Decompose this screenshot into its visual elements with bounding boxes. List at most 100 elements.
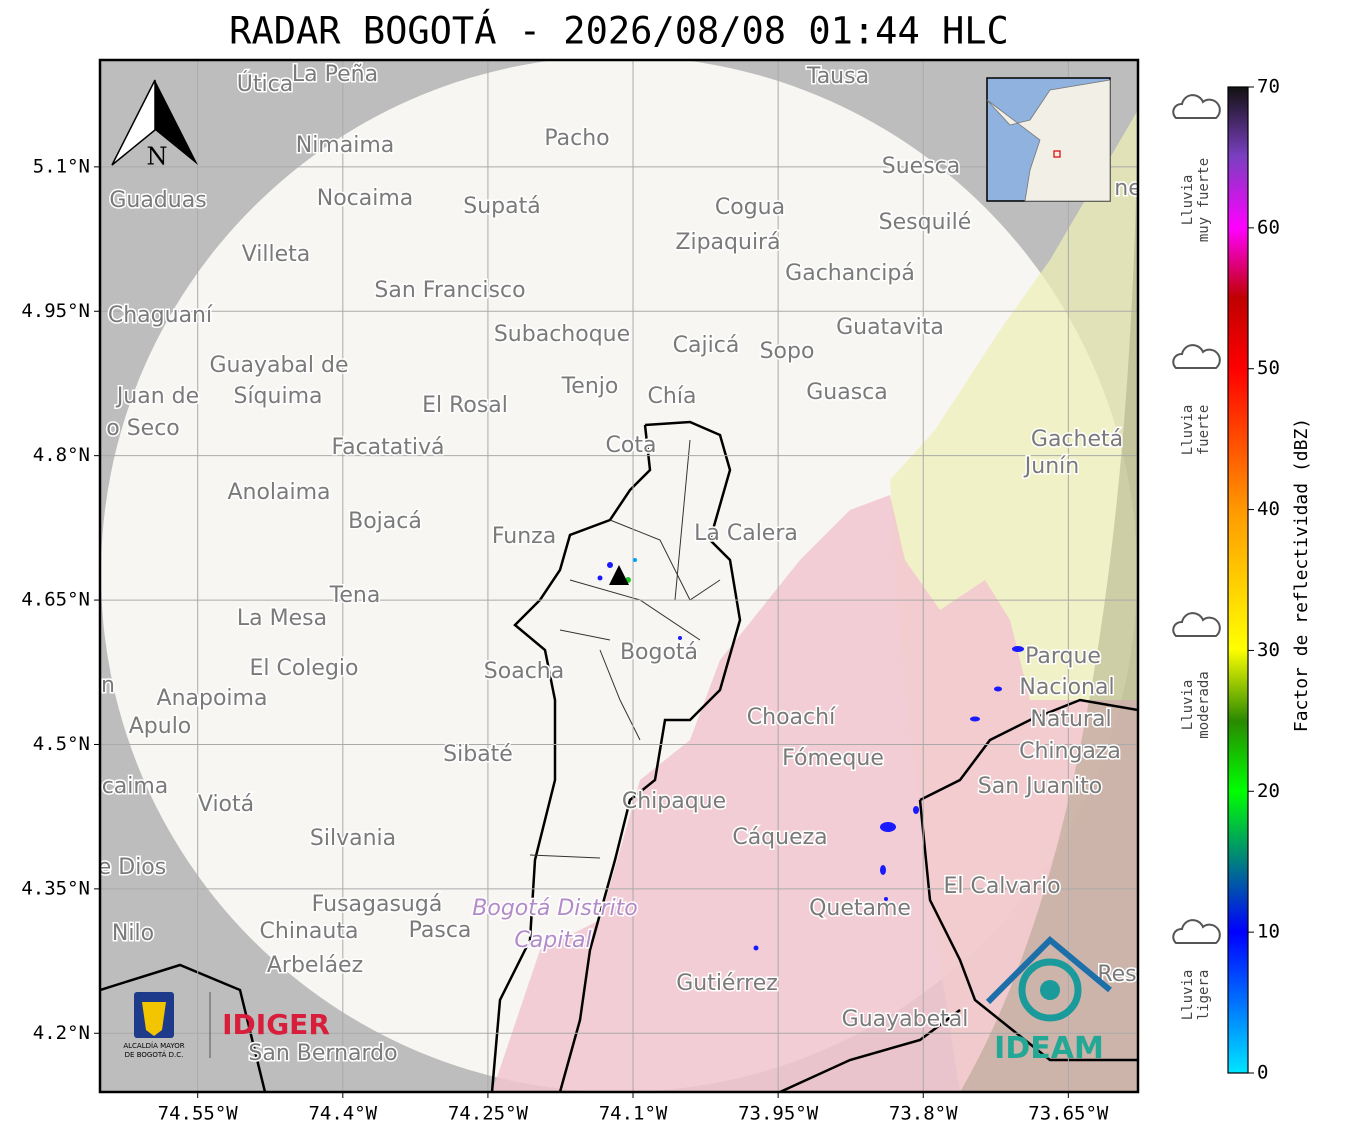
place-label: Juan de (115, 384, 199, 409)
district-border (490, 420, 742, 1092)
place-label: La Mesa (237, 606, 327, 631)
y-tick-label: 4.2°N (33, 1022, 90, 1044)
place-label: Chipaque (622, 789, 726, 814)
colorbar-tick-label: 70 (1257, 76, 1280, 98)
map-frame (98, 58, 1140, 1094)
ideam-logo: IDEAM (985, 935, 1112, 1066)
alcaldia-logo: ALCALDÍA MAYOR DE BOGOTÁ D.C. IDIGER (123, 992, 330, 1059)
place-label: Chía (648, 384, 697, 409)
place-label: Choachí (747, 705, 836, 730)
place-label: Guasca (806, 380, 888, 405)
place-label: Síquima (233, 384, 322, 409)
x-tick-label: 74.4°W (308, 1103, 377, 1125)
x-tick-label: 73.95°W (738, 1103, 819, 1125)
legend-item: Lluvia ligera (1172, 919, 1221, 1021)
place-label: Arbeláez (267, 953, 363, 978)
ideam-label: IDEAM (994, 1031, 1104, 1066)
y-tick-label: 4.35°N (21, 877, 90, 899)
grid (100, 60, 1138, 1092)
colorbar-tick-label: 30 (1257, 639, 1280, 661)
y-tick-label: 4.5°N (33, 733, 90, 755)
north-arrow: N (111, 79, 198, 171)
legend-text: Lluvia (1180, 175, 1196, 226)
place-label: Subachoque (494, 322, 630, 347)
rain-icon (1172, 94, 1221, 119)
colorbar-tick-label: 20 (1257, 780, 1280, 802)
y-tick-label: 5.1°N (33, 155, 90, 177)
place-label: Supatá (463, 194, 540, 219)
place-label: Facatativá (331, 435, 444, 460)
legend-text: moderada (1196, 671, 1212, 738)
colorbar-tick-label: 50 (1257, 357, 1280, 379)
legend-text: Lluvia (1180, 970, 1196, 1021)
alcaldia-line: ALCALDÍA MAYOR (123, 1041, 184, 1050)
place-label: Anapoima (157, 686, 268, 711)
place-label: Villeta (242, 242, 311, 267)
legend-text: ligera (1196, 970, 1212, 1021)
place-label: ne (1114, 176, 1141, 201)
place-label: Bogotá (620, 640, 698, 665)
legend-item: Lluvia fuerte (1172, 344, 1221, 456)
place-label: San Juanito (978, 774, 1102, 799)
title: RADAR BOGOTÁ - 2026/08/08 01:44 HLC (229, 9, 1009, 53)
legend-text: muy fuerte (1196, 158, 1212, 242)
place-label: Cajicá (673, 333, 740, 358)
rain-icon (1172, 919, 1221, 944)
y-tick-label: 4.65°N (21, 589, 90, 611)
place-label: Tenjo (561, 374, 619, 399)
place-label: Chingaza (1019, 739, 1121, 764)
y-tick-label: 4.8°N (33, 444, 90, 466)
colorbar-ticks: 0 10 20 30 40 50 60 70 (1248, 76, 1280, 1084)
place-label: Chinauta (260, 919, 359, 944)
place-label: Natural (1030, 707, 1111, 732)
region-meta (492, 495, 1138, 1092)
place-label: Nocaima (317, 186, 414, 211)
place-label: o Seco (106, 416, 180, 441)
place-label: Apulo (129, 714, 192, 739)
colorbar-tick-label: 40 (1257, 498, 1280, 520)
place-label: Zipaquirá (675, 230, 780, 255)
idiger-logo: IDIGER (222, 1008, 330, 1041)
place-label: La Calera (694, 521, 798, 546)
place-label: El Calvario (943, 874, 1060, 899)
colorbar-tick-label: 10 (1257, 921, 1280, 943)
place-label: Viotá (198, 792, 254, 817)
place-label: Anolaima (227, 480, 330, 505)
rain-icon (1172, 344, 1221, 369)
colorbar-tick-label: 60 (1257, 216, 1280, 238)
alcaldia-line: DE BOGOTÁ D.C. (125, 1050, 184, 1059)
x-tick-label: 74.55°W (158, 1103, 239, 1125)
place-label: San Bernardo (248, 1041, 397, 1066)
place-label: Cota (606, 433, 657, 458)
colorbar-label: Factor de reflectividad (dBZ) (1291, 418, 1312, 732)
place-label: Gutiérrez (676, 971, 778, 996)
place-label: Soacha (484, 659, 564, 684)
place-label: caima (102, 774, 169, 799)
legend-text: fuerte (1196, 405, 1212, 456)
place-label: San Francisco (374, 278, 525, 303)
place-label: Silvania (310, 826, 396, 851)
place-label: Parque (1025, 644, 1101, 669)
place-label: Tausa (806, 64, 869, 89)
place-label: Guayabetal (842, 1007, 969, 1032)
place-label: Sopo (760, 339, 815, 364)
place-label: Nimaima (296, 133, 395, 158)
place-label: El Colegio (249, 656, 358, 681)
place-label: Sibaté (443, 742, 513, 767)
shade (960, 100, 1138, 1092)
place-label: Cáqueza (732, 825, 827, 850)
x-tick-label: 73.65°W (1028, 1103, 1109, 1125)
colorbar-tick-label: 0 (1257, 1062, 1268, 1084)
legend-item: Lluvia moderada (1172, 612, 1221, 739)
legend-text: Lluvia (1180, 680, 1196, 731)
department-border (100, 698, 1138, 1092)
place-label: Fómeque (782, 746, 884, 771)
place-label: Funza (492, 524, 556, 549)
radar-echoes (597, 558, 1024, 951)
place-label: de Dios (84, 855, 166, 880)
place-label: Fusagasugá (312, 892, 443, 917)
place-label: n (101, 673, 115, 698)
